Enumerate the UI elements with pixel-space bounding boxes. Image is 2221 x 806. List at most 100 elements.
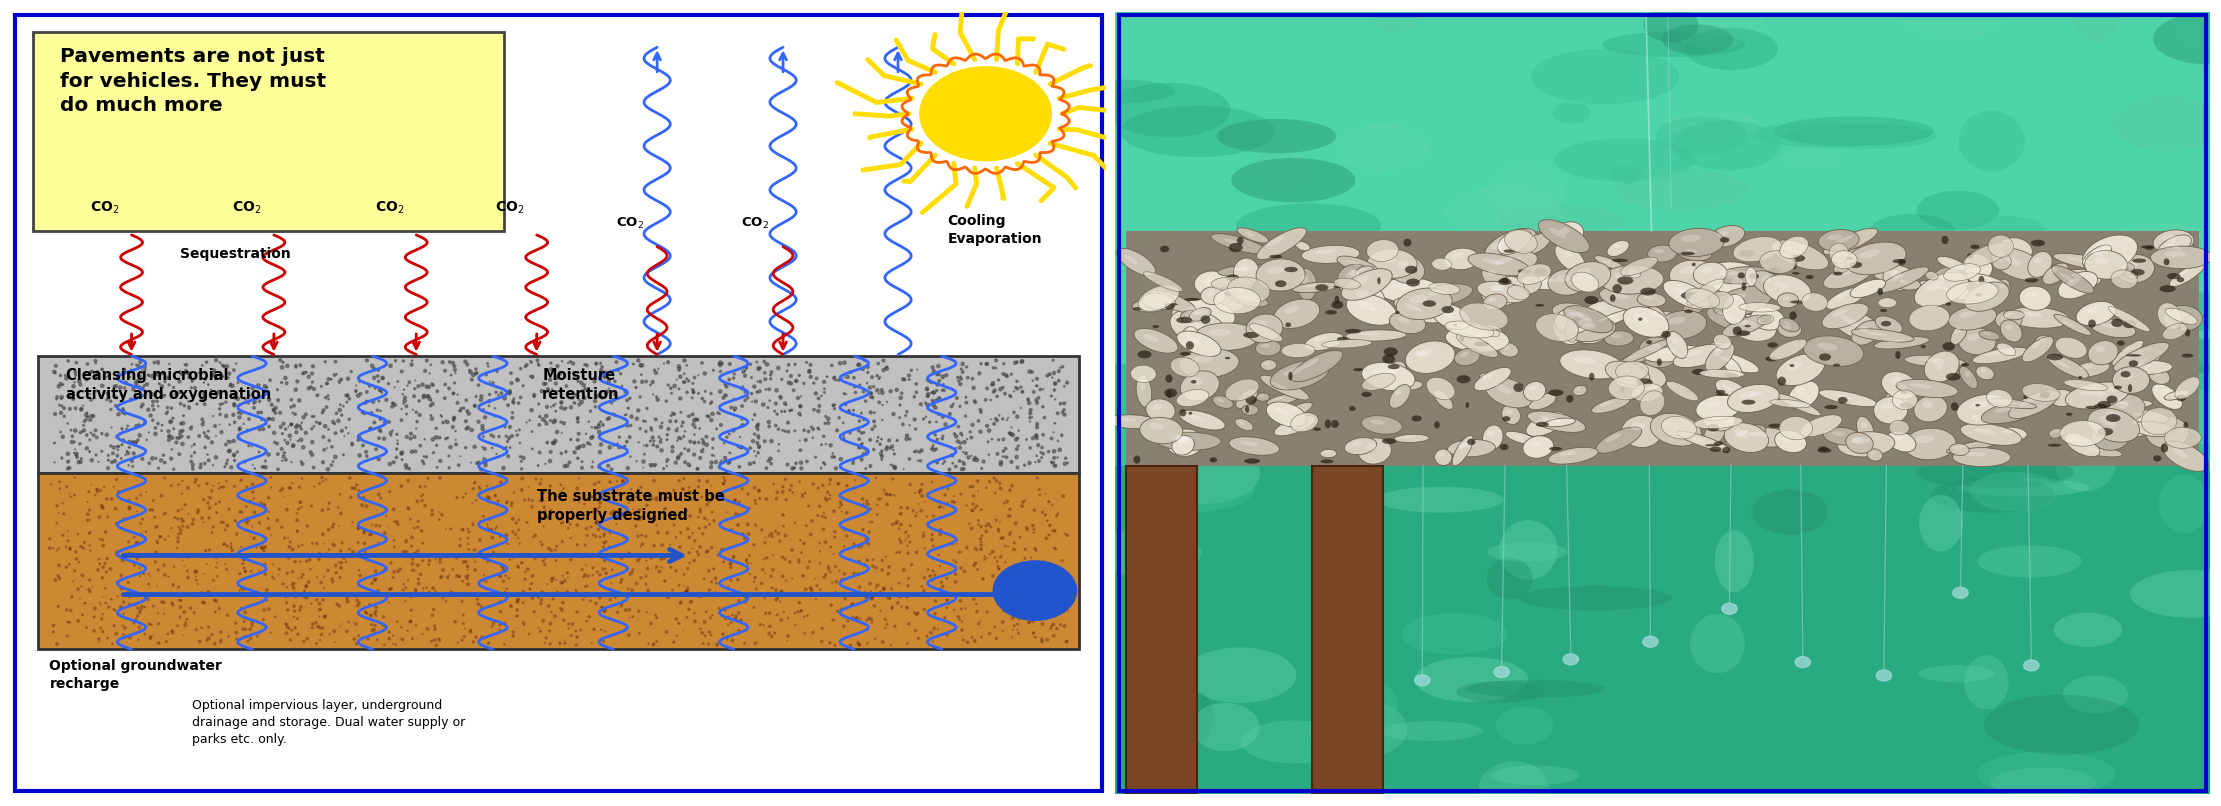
Ellipse shape <box>1790 364 1795 367</box>
Point <box>406 582 442 595</box>
Ellipse shape <box>1679 267 1697 274</box>
Point <box>249 584 284 596</box>
Point <box>482 623 517 636</box>
Point <box>73 544 109 557</box>
Ellipse shape <box>1915 272 1968 307</box>
Point <box>968 520 1004 533</box>
Point <box>42 482 78 495</box>
Point <box>493 384 529 397</box>
Ellipse shape <box>1584 301 1624 322</box>
Point <box>553 517 589 530</box>
Point <box>1031 445 1066 458</box>
Point <box>702 365 737 378</box>
Point <box>395 563 431 576</box>
Point <box>928 594 964 607</box>
Point <box>979 390 1015 403</box>
Point <box>726 365 762 378</box>
Ellipse shape <box>1395 434 1428 442</box>
Point <box>171 508 207 521</box>
Point <box>566 379 602 392</box>
Point <box>51 542 87 555</box>
Point <box>831 404 866 417</box>
Ellipse shape <box>2001 247 2010 253</box>
Point <box>353 528 389 541</box>
Ellipse shape <box>2026 277 2039 283</box>
Ellipse shape <box>1621 257 1657 276</box>
Point <box>791 555 826 568</box>
Ellipse shape <box>1608 240 1630 256</box>
Point <box>686 637 722 650</box>
Point <box>748 492 784 505</box>
Ellipse shape <box>1308 699 1408 758</box>
Ellipse shape <box>1150 297 1162 301</box>
Point <box>82 484 118 496</box>
Point <box>1006 496 1042 509</box>
Point <box>406 389 442 402</box>
Point <box>353 609 389 621</box>
Point <box>98 391 133 404</box>
Ellipse shape <box>1963 254 1992 280</box>
Ellipse shape <box>1941 235 1948 244</box>
Point <box>438 359 473 372</box>
Point <box>560 434 595 447</box>
Point <box>984 458 1019 471</box>
Point <box>533 401 569 413</box>
Point <box>706 472 742 484</box>
Point <box>82 635 118 648</box>
Point <box>111 597 147 610</box>
Point <box>473 523 509 536</box>
Point <box>700 639 735 652</box>
Point <box>1037 384 1073 397</box>
Ellipse shape <box>1670 260 1717 289</box>
Point <box>280 524 315 537</box>
Ellipse shape <box>1555 139 1697 181</box>
Point <box>175 606 211 619</box>
Ellipse shape <box>1832 364 1841 367</box>
Point <box>218 617 253 629</box>
Point <box>375 397 411 409</box>
Point <box>586 555 622 567</box>
Point <box>140 580 175 593</box>
Point <box>677 534 713 547</box>
Point <box>995 596 1031 609</box>
Point <box>1019 379 1055 392</box>
Point <box>713 616 748 629</box>
Point <box>742 362 777 375</box>
Ellipse shape <box>1888 431 1917 452</box>
Point <box>446 555 482 568</box>
Ellipse shape <box>1883 270 1897 273</box>
Ellipse shape <box>1828 235 1841 240</box>
Point <box>591 382 626 395</box>
Point <box>655 406 691 419</box>
Point <box>104 583 140 596</box>
Point <box>415 447 451 459</box>
Point <box>471 395 506 408</box>
Point <box>582 476 617 488</box>
Point <box>533 638 569 650</box>
Ellipse shape <box>1284 305 1299 314</box>
Ellipse shape <box>1239 721 1350 763</box>
Point <box>366 610 402 623</box>
Point <box>526 377 562 390</box>
Point <box>948 499 984 512</box>
Point <box>304 621 340 634</box>
Point <box>353 407 389 420</box>
Ellipse shape <box>1179 349 1239 378</box>
Point <box>209 438 244 451</box>
Point <box>891 580 926 592</box>
Point <box>107 607 142 620</box>
Point <box>1015 365 1051 378</box>
Point <box>489 583 524 596</box>
Point <box>593 396 629 409</box>
Point <box>1042 588 1077 601</box>
Point <box>915 476 951 488</box>
Point <box>766 605 802 618</box>
Point <box>426 392 462 405</box>
Point <box>1004 380 1039 393</box>
Point <box>942 546 977 559</box>
Point <box>386 394 422 407</box>
Ellipse shape <box>1632 394 1641 400</box>
Point <box>84 571 120 584</box>
Point <box>986 496 1022 509</box>
Ellipse shape <box>2048 444 2061 447</box>
